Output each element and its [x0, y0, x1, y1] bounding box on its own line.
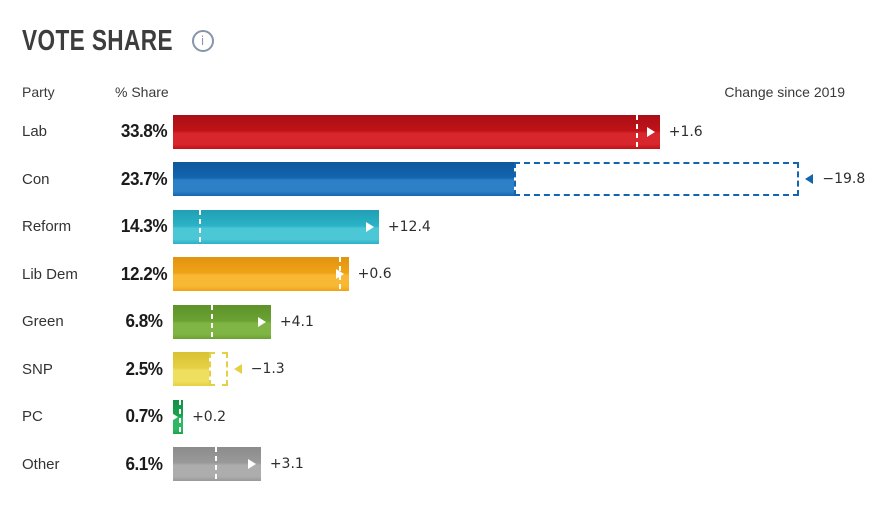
bar-cell: −1.3 — [173, 352, 845, 387]
share-value: 23.7% — [120, 168, 168, 189]
title-row: VOTE SHARE i — [22, 24, 845, 58]
change-value: +3.1 — [269, 456, 304, 473]
share-value: 6.1% — [125, 453, 163, 474]
table-row: Lib Dem 12.2% +0.6 — [22, 251, 845, 299]
bar-cell: +0.6 — [173, 257, 845, 292]
party-label: Con — [22, 170, 50, 188]
table-row: SNP 2.5% −1.3 — [22, 346, 845, 394]
party-label: Lib Dem — [22, 265, 78, 283]
bar-cell: +1.6 — [173, 114, 845, 149]
share-value: 6.8% — [125, 311, 163, 332]
increase-arrow-icon — [247, 459, 256, 470]
change-value: +1.6 — [668, 123, 703, 140]
party-label: Lab — [22, 123, 48, 141]
change-value: +12.4 — [387, 218, 431, 235]
previous-level-marker — [215, 447, 218, 482]
decrease-arrow-icon — [805, 174, 814, 185]
increase-arrow-icon — [646, 126, 655, 137]
increase-arrow-icon — [173, 411, 179, 422]
party-label: Reform — [22, 218, 72, 236]
vote-share-bar — [173, 352, 209, 387]
share-value: 0.7% — [125, 406, 163, 427]
party-label: PC — [22, 408, 43, 426]
table-row: Con 23.7% −19.8 — [22, 156, 865, 204]
vote-share-panel: VOTE SHARE i Party % Share Change since … — [22, 24, 865, 489]
party-label: Other — [22, 455, 60, 473]
vote-share-bar — [173, 114, 660, 149]
table-row: PC 0.7% +0.2 — [22, 393, 845, 441]
share-value: 12.2% — [120, 263, 168, 284]
table-row: Green 6.8% +4.1 — [22, 298, 845, 346]
change-value: −19.8 — [822, 171, 866, 188]
vote-share-bar — [173, 447, 261, 482]
increase-arrow-icon — [335, 269, 344, 280]
vote-share-bar — [173, 162, 515, 197]
bar-cell: +12.4 — [173, 209, 845, 244]
change-value: +0.6 — [357, 266, 392, 283]
share-value: 2.5% — [125, 358, 163, 379]
change-value: +4.1 — [279, 313, 314, 330]
share-value: 14.3% — [120, 216, 168, 237]
vote-share-chart: Lab 33.8% +1.6 Con 23.7% −19.8 Reform 14… — [22, 108, 865, 489]
change-value: −1.3 — [250, 361, 285, 378]
share-value: 33.8% — [120, 121, 168, 142]
previous-level-marker — [179, 399, 182, 434]
info-icon[interactable]: i — [191, 30, 214, 52]
page-title: VOTE SHARE — [22, 24, 173, 57]
party-label: SNP — [22, 360, 53, 378]
header-party: Party — [22, 84, 55, 100]
party-label: Green — [22, 313, 64, 331]
table-row: Lab 33.8% +1.6 — [22, 108, 845, 156]
previous-level-marker — [210, 304, 213, 339]
bar-cell: +3.1 — [173, 447, 845, 482]
change-value: +0.2 — [192, 408, 227, 425]
table-row: Other 6.1% +3.1 — [22, 441, 845, 489]
table-row: Reform 14.3% +12.4 — [22, 203, 845, 251]
column-headers: Party % Share Change since 2019 — [22, 84, 845, 100]
bar-cell: +0.2 — [173, 399, 845, 434]
header-share: % Share — [115, 84, 169, 100]
previous-level-marker — [635, 114, 638, 149]
increase-arrow-icon — [365, 221, 374, 232]
bar-cell: −19.8 — [173, 162, 866, 197]
decrease-ghost-bar — [514, 162, 800, 197]
vote-share-bar — [173, 257, 349, 292]
previous-level-marker — [199, 209, 202, 244]
vote-share-bar — [173, 304, 271, 339]
header-change-since-2019: Change since 2019 — [724, 84, 845, 100]
increase-arrow-icon — [257, 316, 266, 327]
vote-share-bar — [173, 399, 184, 434]
bar-cell: +4.1 — [173, 304, 845, 339]
vote-share-bar — [173, 209, 379, 244]
decrease-arrow-icon — [233, 364, 242, 375]
decrease-ghost-bar — [209, 352, 228, 387]
